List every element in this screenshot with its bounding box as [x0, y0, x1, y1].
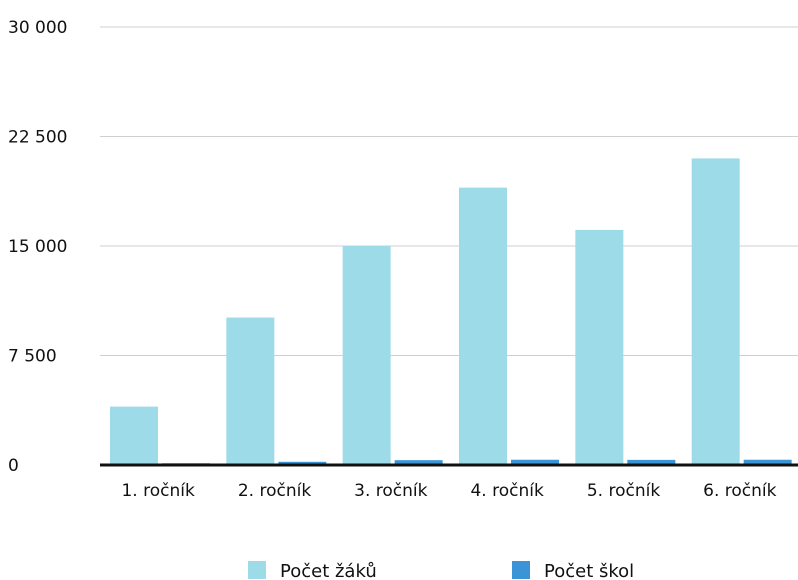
- bar-pocet-skol: [511, 459, 559, 465]
- bar-pocet-skol: [278, 461, 327, 465]
- y-tick-label: 0: [8, 456, 19, 476]
- legend-label: Počet škol: [544, 561, 634, 580]
- y-tick-label: 22 500: [8, 128, 67, 148]
- bar-pocet-skol: [743, 459, 792, 465]
- bar-pocet-zaku: [342, 246, 391, 465]
- x-tick-label: 4. ročník: [470, 481, 543, 501]
- legend-swatch: [248, 561, 266, 579]
- legend-label: Počet žáků: [280, 561, 377, 580]
- bar-pocet-zaku: [226, 317, 275, 465]
- bar-pocet-zaku: [691, 158, 740, 465]
- x-tick-label: 2. ročník: [238, 481, 311, 501]
- bars: [110, 158, 792, 465]
- gridlines: [100, 26, 798, 356]
- bar-pocet-skol: [627, 459, 676, 465]
- bar-pocet-zaku: [110, 406, 158, 465]
- x-tick-label: 3. ročník: [354, 481, 427, 501]
- legend: Počet žáků Počet škol: [248, 561, 634, 580]
- y-tick-label: 30 000: [8, 18, 67, 38]
- y-tick-label: 15 000: [8, 237, 67, 257]
- x-tick-label: 1. ročník: [121, 481, 194, 501]
- bar-pocet-zaku: [575, 229, 624, 465]
- bar-pocet-zaku: [459, 187, 507, 465]
- legend-swatch: [512, 561, 530, 579]
- x-tick-label: 5. ročník: [587, 481, 660, 501]
- x-tick-label: 6. ročník: [703, 481, 776, 501]
- bar-pocet-skol: [394, 460, 443, 465]
- y-tick-label: 7 500: [8, 347, 57, 367]
- y-axis-tick-labels: 0 7 500 15 000 22 500 30 000: [8, 18, 67, 476]
- x-axis-tick-labels: 1. ročník 2. ročník 3. ročník 4. ročník 5. r…: [121, 481, 776, 501]
